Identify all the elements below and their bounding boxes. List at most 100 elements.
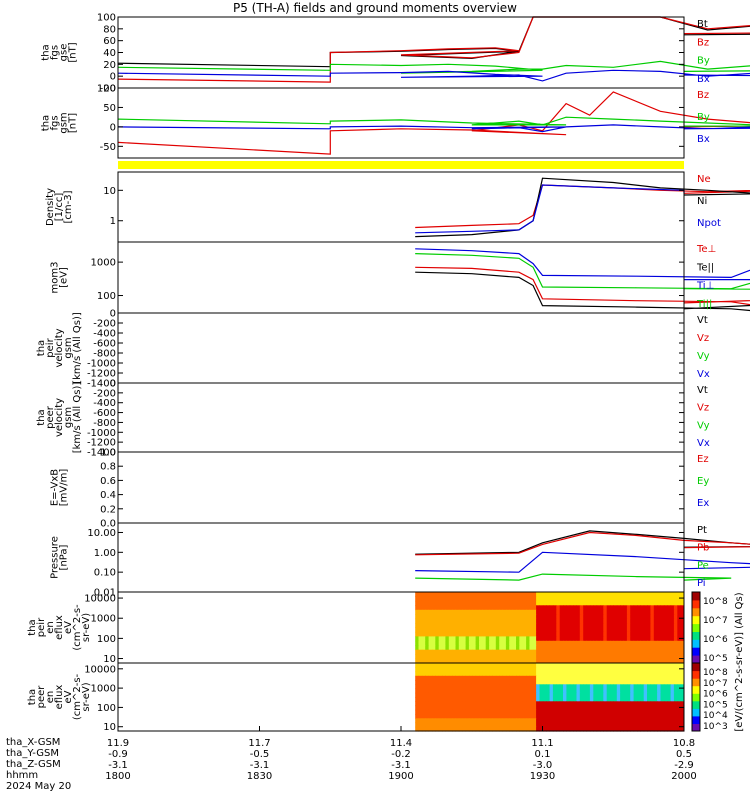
colorbar-tick-2-1: 10^7 xyxy=(703,679,728,689)
legend-fgs_gse-0: Bt xyxy=(697,19,708,30)
spectrogram-cell xyxy=(556,714,561,719)
spectrogram-cell xyxy=(442,663,446,668)
spectrogram-cell xyxy=(630,645,635,651)
ylabel-peer_vel-2: velocity xyxy=(54,398,65,437)
spectrogram-cell xyxy=(626,645,631,651)
spectrogram-cell xyxy=(576,631,581,637)
spectrogram-cell xyxy=(586,623,591,628)
spectrogram-cell xyxy=(610,649,614,655)
spectrogram-cell xyxy=(452,654,456,659)
spectrogram-cell xyxy=(472,684,477,690)
spectrogram-cell xyxy=(670,631,675,637)
spectrogram-cell xyxy=(492,631,497,637)
spectrogram-cell xyxy=(623,697,628,702)
spectrogram-cell xyxy=(579,697,584,702)
spectrogram-cell xyxy=(670,718,675,724)
spectrogram-cell xyxy=(522,658,527,664)
ylabel-peir_spec-2: en xyxy=(45,621,56,634)
spectrogram-cell xyxy=(479,701,483,707)
spectrogram-cell xyxy=(647,600,651,606)
spectrogram-cell xyxy=(499,688,504,694)
spectrogram-cell xyxy=(677,697,682,702)
spectrogram-cell xyxy=(438,658,443,664)
spectrogram-cell xyxy=(640,618,645,624)
spectrogram-cell xyxy=(586,658,591,664)
spectrogram-cell xyxy=(435,627,440,633)
spectrogram-cell xyxy=(596,645,601,651)
spectrogram-cell xyxy=(586,671,591,677)
spectrogram-cell xyxy=(633,692,638,698)
ytick-label-efield-2: 0.6 xyxy=(100,476,116,487)
spectrogram-cell xyxy=(438,636,443,642)
spectrogram-cell xyxy=(489,709,493,715)
spectrogram-cell xyxy=(502,726,507,732)
spectrogram-cell xyxy=(532,705,537,711)
spectrogram-cell xyxy=(556,654,561,659)
colorbar-tick-2-3: 10^5 xyxy=(703,700,728,710)
spectrogram-cell xyxy=(663,596,668,602)
spectrogram-cell xyxy=(556,627,561,633)
spectrogram-cell xyxy=(569,631,574,637)
spectrogram-cell xyxy=(680,675,685,681)
spectrogram-cell xyxy=(468,596,473,602)
spectrogram-cell xyxy=(563,631,567,637)
spectrogram-cell xyxy=(418,654,423,659)
spectrogram-cell xyxy=(563,649,567,655)
spectrogram-cell xyxy=(667,675,672,681)
spectrogram-cell xyxy=(600,645,604,651)
spectrogram-cell xyxy=(532,726,537,732)
spectrogram-cell xyxy=(542,671,547,677)
spectrogram-cell xyxy=(485,705,490,711)
spectrogram-cell xyxy=(637,609,641,615)
ytick-label-peir_spec-3: 10 xyxy=(103,654,116,665)
spectrogram-cell xyxy=(499,714,504,719)
spectrogram-cell xyxy=(529,671,534,677)
spectrogram-cell xyxy=(647,718,651,724)
spectrogram-cell xyxy=(633,667,638,673)
legend-pressure-3: Pi xyxy=(697,578,706,589)
spectrogram-cell xyxy=(502,675,507,681)
spectrogram-cell xyxy=(653,709,658,715)
spectrogram-cell xyxy=(472,705,477,711)
spectrogram-cell xyxy=(603,680,608,685)
spectrogram-cell xyxy=(468,714,473,719)
spectrogram-cell xyxy=(630,592,635,597)
spectrogram-cell xyxy=(640,667,645,673)
spectrogram-cell xyxy=(485,609,490,615)
spectrogram-cell xyxy=(526,592,530,597)
spectrogram-cell xyxy=(616,609,621,615)
spectrogram-cell xyxy=(660,680,665,685)
spectrogram-cell xyxy=(421,645,426,651)
spectrogram-cell xyxy=(482,688,487,694)
spectrogram-cell xyxy=(589,688,594,694)
spectrogram-cell xyxy=(519,636,524,642)
spectrogram-cell xyxy=(526,636,530,642)
spectrogram-cell xyxy=(663,640,668,646)
spectrogram-cell xyxy=(593,654,598,659)
spectrogram-cell xyxy=(613,658,618,664)
spectrogram-cell xyxy=(623,605,628,611)
spectrogram-cell xyxy=(579,596,584,602)
spectrogram-cell xyxy=(489,636,493,642)
spectrogram-cell xyxy=(482,667,487,673)
spectrogram-cell xyxy=(657,658,661,664)
panel-peir_spec xyxy=(117,591,685,664)
spectrogram-cell xyxy=(495,596,500,602)
spectrogram-cell xyxy=(458,654,463,659)
legend-temp-0: Te⊥ xyxy=(696,244,716,255)
spectrogram-cell xyxy=(563,688,567,694)
spectrogram-cell xyxy=(529,692,534,698)
spectrogram-cell xyxy=(657,645,661,651)
spectrogram-cell xyxy=(616,718,621,724)
spectrogram-cell xyxy=(556,623,561,628)
spectrogram-cell xyxy=(529,609,534,615)
spectrogram-cell xyxy=(499,631,504,637)
spectrogram-cell xyxy=(529,596,534,602)
spectrogram-cell xyxy=(468,631,473,637)
spectrogram-cell xyxy=(539,623,544,628)
spectrogram-cell xyxy=(495,726,500,732)
spectrogram-cell xyxy=(552,684,557,690)
spectrogram-cell xyxy=(445,701,450,707)
spectrogram-cell xyxy=(573,667,577,673)
spectrogram-cell xyxy=(438,596,443,602)
